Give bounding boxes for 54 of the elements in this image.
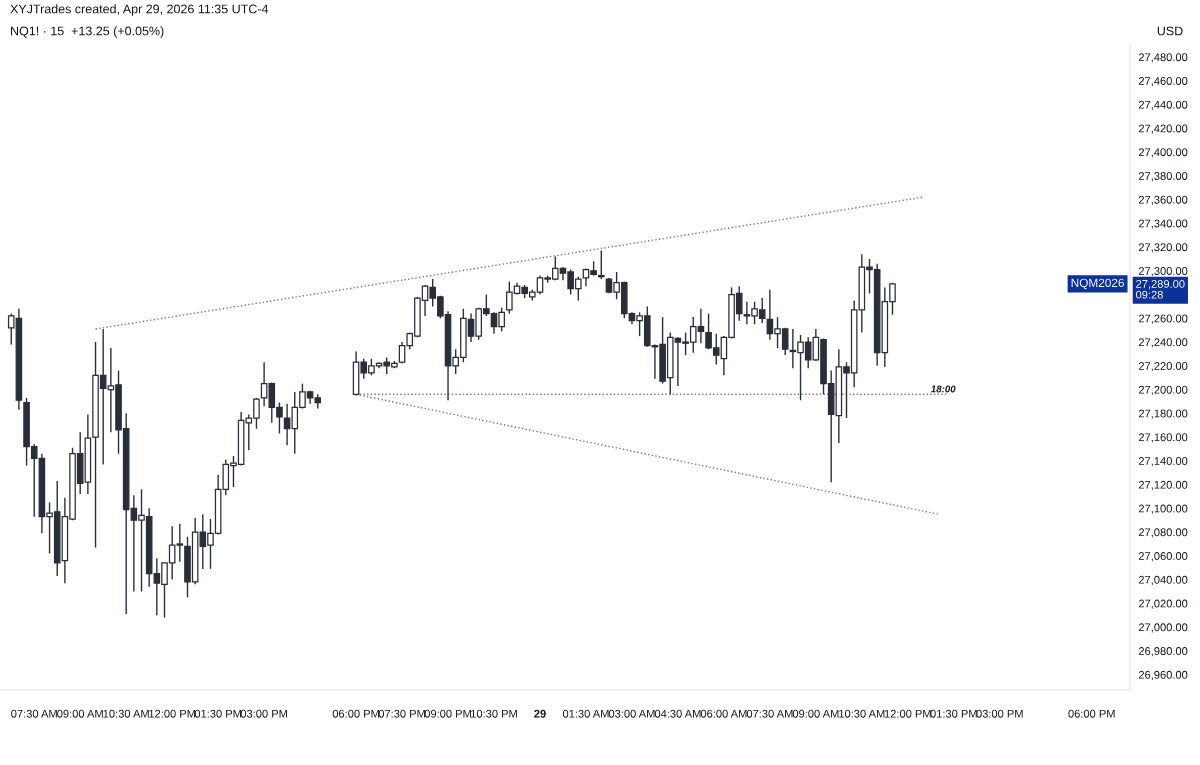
y-tick-label: 27,200.00 — [1138, 385, 1188, 395]
y-axis-title: USD — [1157, 26, 1183, 36]
y-tick-label: 27,340.00 — [1138, 219, 1188, 229]
y-tick-label: 27,020.00 — [1138, 599, 1188, 609]
annotation: 18:00 — [930, 385, 956, 393]
y-tick-label: 26,980.00 — [1138, 647, 1188, 657]
x-tick-label: 07:30 AM — [746, 709, 793, 718]
y-tick-label: 27,360.00 — [1138, 195, 1188, 205]
x-tick-label: 09:00 AM — [57, 709, 103, 718]
y-tick-label: 27,260.00 — [1138, 314, 1188, 324]
y-tick-label: 27,440.00 — [1138, 100, 1188, 110]
y-tick-label: 27,220.00 — [1138, 362, 1188, 372]
x-tick-label: 10:30 PM — [471, 709, 517, 718]
x-tick-label: 04:30 AM — [654, 709, 701, 718]
x-tick-label: 06:00 AM — [700, 709, 747, 718]
x-tick-label: 06:00 PM — [1068, 709, 1115, 718]
y-tick-label: 27,420.00 — [1138, 124, 1188, 134]
x-tick-label: 01:30 PM — [194, 709, 242, 718]
x-tick-label: 06:00 PM — [332, 709, 379, 718]
x-tick-label: 29 — [534, 709, 546, 718]
y-tick-label: 27,240.00 — [1138, 338, 1188, 348]
y-tick-label: 27,400.00 — [1138, 148, 1188, 158]
chart-title: NQ1! · 15 +13.25 (+0.05%) — [11, 26, 164, 38]
y-tick-label: 27,160.00 — [1138, 433, 1188, 443]
y-tick-label: 27,320.00 — [1138, 243, 1188, 253]
y-tick-label: 27,460.00 — [1138, 77, 1188, 87]
x-tick-label: 10:30 AM — [103, 709, 149, 718]
x-tick-label: 03:00 PM — [240, 709, 287, 718]
y-tick-label: 27,140.00 — [1138, 457, 1188, 467]
y-tick-label: 27,180.00 — [1138, 409, 1188, 419]
y-tick-label: 27,300.00 — [1138, 267, 1188, 277]
y-tick-label: 27,080.00 — [1138, 528, 1188, 538]
x-tick-label: 03:00 AM — [608, 709, 655, 718]
y-tick-label: 26,960.00 — [1138, 670, 1188, 681]
y-tick-label: 27,040.00 — [1138, 575, 1188, 586]
x-tick-label: 07:30 PM — [378, 709, 425, 718]
x-tick-label: 01:30 PM — [930, 709, 977, 718]
x-tick-label: 12:00 PM — [149, 709, 196, 718]
x-tick-label: 09:00 PM — [424, 709, 471, 718]
x-tick-label: 10:30 AM — [839, 709, 885, 718]
x-tick-label: 03:00 PM — [976, 709, 1023, 718]
x-tick-label: 12:00 PM — [884, 709, 931, 718]
x-tick-label: 07:30 AM — [11, 709, 57, 718]
x-tick-label: 09:00 AM — [792, 709, 839, 718]
y-tick-label: 27,100.00 — [1138, 504, 1188, 514]
text: 27,289.00 09:28 — [1136, 279, 1185, 299]
y-tick-label: 27,380.00 — [1138, 172, 1188, 182]
y-tick-label: 27,060.00 — [1138, 552, 1188, 562]
annotation: NQM2026 — [1071, 278, 1124, 290]
y-tick-label: 27,120.00 — [1138, 480, 1188, 491]
text: XYJTrades created, Apr 29, 2026 11:35 UTC-4 — [10, 4, 269, 16]
y-tick-label: 27,000.00 — [1138, 623, 1188, 633]
y-tick-label: 27,480.00 — [1138, 53, 1188, 63]
x-tick-label: 01:30 AM — [562, 709, 609, 718]
